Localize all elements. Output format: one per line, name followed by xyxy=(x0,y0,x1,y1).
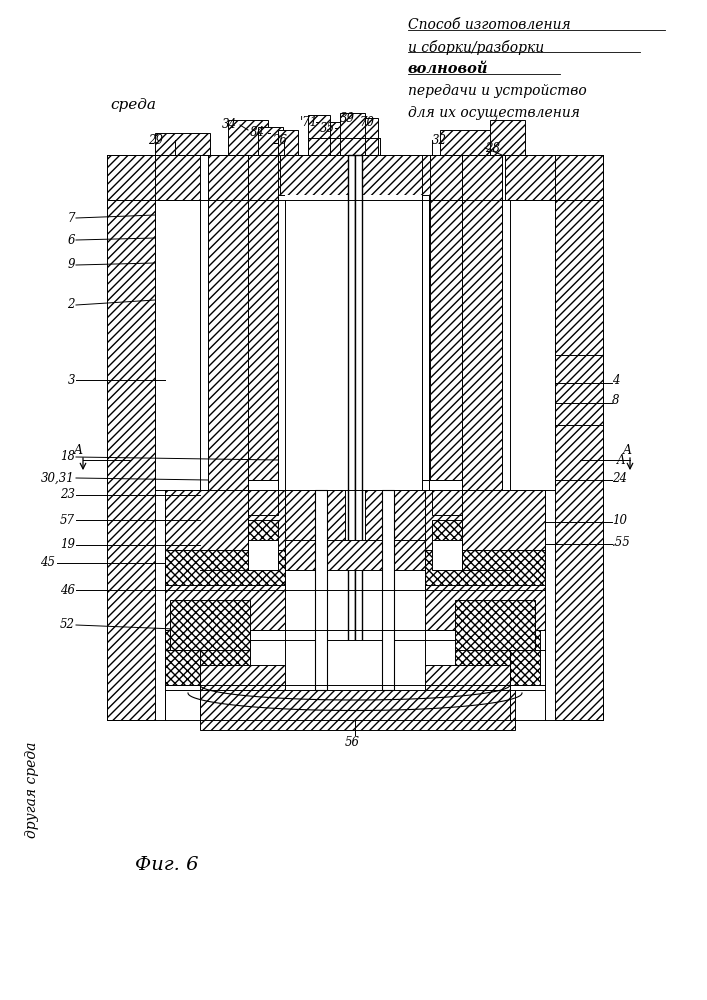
Text: 56: 56 xyxy=(345,736,360,748)
Bar xyxy=(425,585,545,630)
Bar xyxy=(432,520,462,540)
Text: 30,31: 30,31 xyxy=(41,472,75,485)
Text: Фиг. 6: Фиг. 6 xyxy=(135,856,199,874)
Text: 7: 7 xyxy=(67,212,75,225)
Bar xyxy=(425,550,545,585)
Bar xyxy=(358,118,378,155)
Bar xyxy=(278,195,285,490)
Bar xyxy=(425,665,510,690)
Bar xyxy=(165,630,250,685)
Bar xyxy=(248,520,278,540)
Bar xyxy=(107,200,155,720)
Text: 6: 6 xyxy=(67,233,75,246)
Bar xyxy=(422,195,429,490)
Bar xyxy=(200,690,515,730)
Text: 45: 45 xyxy=(40,556,55,570)
Bar xyxy=(107,155,603,200)
Text: 23: 23 xyxy=(60,488,75,502)
Text: 26: 26 xyxy=(272,133,287,146)
Text: 4: 4 xyxy=(612,373,619,386)
Text: 2: 2 xyxy=(67,298,75,312)
Text: A: A xyxy=(623,444,632,456)
Text: 8: 8 xyxy=(612,393,619,406)
Text: другая среда: другая среда xyxy=(25,742,39,838)
Bar xyxy=(228,120,268,155)
Text: 19: 19 xyxy=(60,538,75,552)
Text: 3: 3 xyxy=(67,373,75,386)
Bar xyxy=(430,155,505,200)
Bar xyxy=(200,155,280,200)
Bar xyxy=(155,133,210,155)
Bar xyxy=(208,155,248,500)
Text: 52: 52 xyxy=(60,618,75,632)
Text: 10: 10 xyxy=(612,514,627,526)
Text: A: A xyxy=(74,444,83,456)
Text: 28: 28 xyxy=(485,141,500,154)
Bar xyxy=(555,200,603,720)
Text: 24: 24 xyxy=(612,472,627,485)
Text: волновой: волновой xyxy=(408,62,489,76)
Bar xyxy=(165,550,285,585)
Bar xyxy=(462,155,502,500)
Bar xyxy=(170,600,250,650)
Text: 46: 46 xyxy=(60,584,75,596)
Bar xyxy=(248,490,278,515)
Text: и сборки/разборки: и сборки/разборки xyxy=(408,40,544,55)
Text: передачи и устройство: передачи и устройство xyxy=(408,84,587,98)
Bar xyxy=(455,630,540,685)
Text: среда: среда xyxy=(110,98,156,112)
Text: A: A xyxy=(617,454,626,466)
Text: 34: 34 xyxy=(222,118,237,131)
Text: 29: 29 xyxy=(148,133,163,146)
Bar xyxy=(355,155,362,720)
Bar xyxy=(200,665,285,690)
Bar xyxy=(440,130,515,155)
Text: 70: 70 xyxy=(360,116,375,129)
Bar xyxy=(285,540,425,570)
Bar xyxy=(278,130,298,155)
Bar xyxy=(348,155,355,720)
Bar xyxy=(425,490,545,550)
Bar xyxy=(382,490,394,690)
Text: 57: 57 xyxy=(60,514,75,526)
Bar xyxy=(432,540,462,570)
Text: '71: '71 xyxy=(300,115,318,128)
Bar xyxy=(432,490,462,515)
Bar xyxy=(315,490,327,690)
Bar xyxy=(365,490,425,540)
Bar xyxy=(248,155,280,480)
Bar xyxy=(340,113,365,155)
Text: 18: 18 xyxy=(60,450,75,464)
Bar xyxy=(430,155,462,480)
Text: Способ изготовления: Способ изготовления xyxy=(408,18,571,32)
Bar xyxy=(285,640,425,690)
Bar xyxy=(165,490,285,550)
Bar xyxy=(285,195,422,490)
Bar xyxy=(248,540,278,570)
Bar xyxy=(285,490,345,540)
Bar xyxy=(258,127,283,155)
Text: 32: 32 xyxy=(432,133,447,146)
Text: 84: 84 xyxy=(250,126,265,139)
Polygon shape xyxy=(555,355,603,425)
Text: для их осуществления: для их осуществления xyxy=(408,106,580,120)
Bar xyxy=(165,585,285,630)
Bar xyxy=(308,115,330,155)
Text: 9: 9 xyxy=(67,258,75,271)
Text: .55: .55 xyxy=(612,536,631,548)
Text: 35: 35 xyxy=(320,121,335,134)
Bar xyxy=(490,120,525,155)
Text: 39: 39 xyxy=(340,111,355,124)
Bar xyxy=(330,122,345,155)
Bar xyxy=(455,600,535,650)
